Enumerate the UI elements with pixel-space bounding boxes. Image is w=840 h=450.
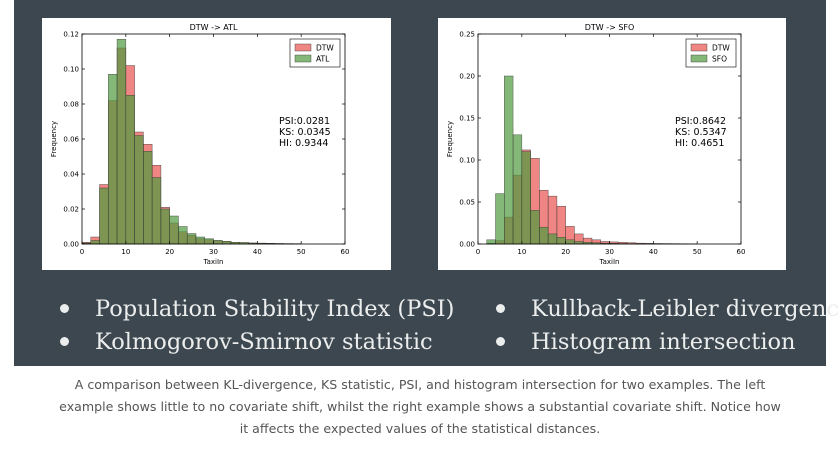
bar-atl-13 [195,236,205,245]
x-tick-label: 10 [121,248,130,256]
bullet-kl-label: Kullback-Leibler divergence [531,296,840,322]
legend-box [685,38,737,68]
legend-label-atl: ATL [316,55,330,64]
legend-label-sfo: SFO [712,55,727,64]
y-tick-label: 0.20 [459,73,475,81]
bar-atl-2 [99,187,109,245]
x-tick-label: 60 [737,248,746,256]
chart-dtw-atl: DTW -> ATL 0 10 20 30 40 50 60 0.00 0.02 0.04 0.06 0… [42,18,391,270]
stats-annotation-0: PSI:0.0281 [279,116,330,127]
bar-atl-10 [169,215,179,245]
legend-label-dtw: DTW [316,44,334,53]
chart-dtw-sfo: DTW -> SFO 0 10 20 30 40 50 60 0.00 0.05 0.10 0.15 0… [438,18,786,270]
x-tick-label: 50 [297,248,306,256]
x-tick-label: 20 [561,248,570,256]
chart-title: DTW -> SFO [585,23,635,32]
bullet-hi-label: Histogram intersection [531,329,796,355]
y-axis-label: Frequency [446,121,454,157]
x-tick-label: 40 [649,248,658,256]
y-tick-label: 0.12 [63,31,79,39]
stats-annotation-2: HI: 0.4651 [675,138,724,149]
figure-caption: A comparison between KL-divergence, KS s… [40,374,800,440]
chart-title: DTW -> ATL [190,23,238,32]
caption-line-2: example shows little to no covariate shi… [59,399,781,414]
stats-annotation-0: PSI:0.8642 [675,116,726,127]
x-tick-label: 0 [80,248,84,256]
x-tick-label: 30 [209,248,218,256]
bullet-dot-icon [496,303,505,313]
stats-annotation-2: HI: 0.9344 [279,138,328,149]
y-tick-label: 0.05 [459,199,475,207]
x-axis-label: TaxiIn [599,258,620,266]
x-tick-label: 10 [517,248,526,256]
bar-atl-3 [108,74,118,245]
bullet-psi: Population Stability Index (PSI) [60,296,454,322]
legend: DTW ATL [289,38,341,68]
bar-atl-12 [186,233,197,245]
bar-atl-1 [90,240,100,245]
bar-sfo-5 [521,151,531,245]
y-tick-label: 0.10 [63,66,79,74]
bar-sfo-8 [547,233,558,245]
x-tick-label: 60 [341,248,350,256]
legend-swatch-dtw [294,43,312,52]
bullet-hi: Histogram intersection [496,329,796,355]
bullet-kl: Kullback-Leibler divergence [496,296,840,322]
bar-atl-6 [134,135,144,245]
legend-swatch-sfo [690,54,708,63]
y-tick-label: 0.06 [63,136,79,144]
bar-atl-11 [178,226,188,245]
y-tick-label: 0.10 [459,157,475,165]
stats-annotation-1: KS: 0.5347 [675,127,727,138]
bar-atl-5 [125,95,135,245]
x-tick-label: 50 [693,248,702,256]
bullet-dot-icon [60,336,69,346]
figure-panel: DTW -> ATL 0 10 20 30 40 50 60 0.00 0.02 0.04 0.06 0… [14,0,840,366]
legend-swatch-atl [294,54,312,63]
stats-annotation-1: KS: 0.0345 [279,127,331,138]
bar-atl-15 [213,240,223,245]
y-tick-label: 0.15 [459,115,475,123]
bar-sfo-7 [539,226,549,245]
caption-line-1: A comparison between KL-divergence, KS s… [74,377,766,392]
y-tick-label: 0.08 [63,101,79,109]
chart-dtw-sfo-svg: DTW -> SFO 0 10 20 30 40 50 60 0.00 0.05 0.10 0.15 0… [446,23,746,266]
y-tick-label: 0.25 [459,31,475,39]
legend: DTW SFO [685,38,737,68]
x-tick-label: 30 [605,248,614,256]
bar-sfo-6 [530,210,540,245]
bullet-dot-icon [496,336,505,346]
x-axis-label: TaxiIn [203,258,224,266]
x-tick-label: 0 [476,248,480,256]
caption-line-3: it affects the expected values of the st… [239,421,601,436]
chart-dtw-atl-svg: DTW -> ATL 0 10 20 30 40 50 60 0.00 0.02 0.04 0.06 0… [50,23,350,266]
legend-label-dtw: DTW [712,44,730,53]
y-tick-label: 0.00 [63,241,79,249]
bullet-psi-label: Population Stability Index (PSI) [95,296,455,322]
legend-box [289,38,341,68]
bullet-dot-icon [60,303,69,313]
x-tick-label: 20 [165,248,174,256]
y-tick-label: 0.04 [63,171,79,179]
bar-sfo-1 [486,239,496,245]
bar-sfo-3 [504,75,514,245]
bar-atl-8 [151,177,162,245]
bar-atl-9 [160,208,170,245]
bullet-ks-label: Kolmogorov-Smirnov statistic [95,329,433,355]
y-tick-label: 0.00 [459,241,475,249]
x-tick-label: 40 [253,248,262,256]
bullet-ks: Kolmogorov-Smirnov statistic [60,329,433,355]
bar-atl-4 [116,39,127,245]
bar-sfo-4 [512,134,523,245]
y-axis-label: Frequency [50,121,58,157]
bar-sfo-10 [565,239,575,245]
bar-atl-14 [204,238,214,245]
bar-sfo-9 [556,237,566,245]
legend-swatch-dtw [690,43,708,52]
bar-sfo-2 [495,193,505,245]
bar-atl-7 [143,151,153,245]
y-tick-label: 0.02 [63,206,79,214]
